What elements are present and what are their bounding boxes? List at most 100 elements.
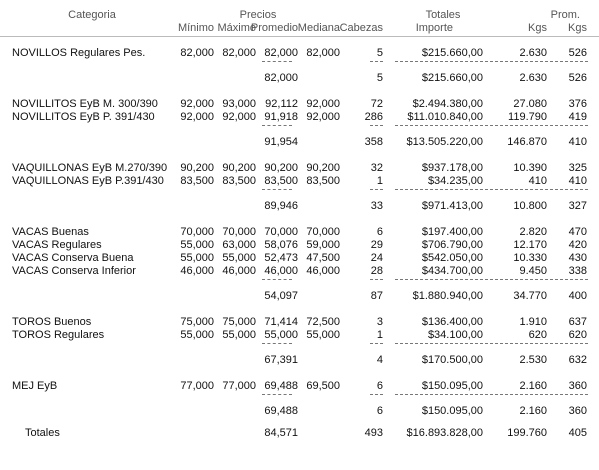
value: 90,200 bbox=[264, 161, 298, 174]
value: $215.660,00 bbox=[421, 46, 483, 59]
value: 82,000 bbox=[222, 46, 256, 59]
value: $150.095,00 bbox=[421, 379, 483, 392]
separator bbox=[262, 61, 292, 62]
value: 430 bbox=[568, 251, 587, 264]
subtotal: 91,954 bbox=[264, 135, 298, 148]
value: 6 bbox=[376, 225, 383, 238]
value: 83,500 bbox=[180, 174, 214, 187]
value: 90,200 bbox=[306, 161, 340, 174]
value: $34.235,00 bbox=[427, 174, 483, 187]
subtotal: 82,000 bbox=[264, 71, 298, 84]
header-label: Precios bbox=[239, 8, 277, 21]
subtotal: $971.413,00 bbox=[421, 199, 483, 212]
value: 376 bbox=[568, 97, 587, 110]
header-label: Categoria bbox=[68, 8, 116, 21]
value: 72 bbox=[370, 97, 383, 110]
value: $542.050,00 bbox=[421, 251, 483, 264]
value: 82,000 bbox=[180, 46, 214, 59]
subtotal: $13.505.220,00 bbox=[406, 135, 483, 148]
value: 526 bbox=[568, 46, 587, 59]
value: 29 bbox=[370, 238, 383, 251]
subtotal: 5 bbox=[376, 71, 383, 84]
total: 405 bbox=[568, 426, 587, 439]
subtotal: $215.660,00 bbox=[421, 71, 483, 84]
category: VAQUILLONAS EyB M.270/390 bbox=[12, 161, 168, 174]
column-header: Mínimo bbox=[177, 21, 214, 34]
value: 92,000 bbox=[180, 110, 214, 123]
value: 32 bbox=[370, 161, 383, 174]
column-header: Kgs bbox=[528, 21, 547, 34]
value: $2.494.380,00 bbox=[412, 97, 483, 110]
category: VACAS Buenas bbox=[12, 225, 89, 238]
header-rule bbox=[0, 36, 599, 37]
separator bbox=[262, 125, 292, 126]
column-header: Máximo bbox=[217, 21, 256, 34]
value: $136.400,00 bbox=[421, 315, 483, 328]
value: $434.700,00 bbox=[421, 264, 483, 277]
value: 82,000 bbox=[306, 46, 340, 59]
value: 410 bbox=[528, 174, 547, 187]
value: 10.390 bbox=[513, 161, 547, 174]
value: 83,500 bbox=[222, 174, 256, 187]
value: 46,000 bbox=[180, 264, 214, 277]
value: 75,000 bbox=[180, 315, 214, 328]
subtotal: $170.500,00 bbox=[421, 353, 483, 366]
subtotal: $1.880.940,00 bbox=[412, 289, 483, 302]
value: 93,000 bbox=[222, 97, 256, 110]
value: 71,414 bbox=[264, 315, 298, 328]
value: 1.910 bbox=[519, 315, 547, 328]
value: 24 bbox=[370, 251, 383, 264]
value: 92,112 bbox=[265, 97, 298, 110]
total: 199.760 bbox=[507, 426, 547, 439]
value: 28 bbox=[370, 264, 383, 277]
value: 46,000 bbox=[306, 264, 340, 277]
value: 92,000 bbox=[180, 97, 214, 110]
value: 420 bbox=[568, 238, 587, 251]
separator bbox=[370, 189, 383, 190]
separator bbox=[370, 61, 383, 62]
subtotal: 2.160 bbox=[519, 404, 547, 417]
separator bbox=[370, 279, 383, 280]
value: 70,000 bbox=[222, 225, 256, 238]
subtotal: 632 bbox=[568, 353, 587, 366]
total: $16.893.828,00 bbox=[406, 426, 483, 439]
column-header: Kgs bbox=[568, 21, 587, 34]
value: 77,000 bbox=[180, 379, 214, 392]
subtotal: 4 bbox=[376, 353, 383, 366]
subtotal: 400 bbox=[568, 289, 587, 302]
separator bbox=[370, 394, 383, 395]
subtotal: 2.630 bbox=[519, 71, 547, 84]
value: 9.450 bbox=[519, 264, 547, 277]
separator bbox=[395, 394, 588, 395]
value: 70,000 bbox=[264, 225, 298, 238]
subtotal: 89,946 bbox=[264, 199, 298, 212]
value: 6 bbox=[376, 379, 383, 392]
value: 2.630 bbox=[519, 46, 547, 59]
value: 72,500 bbox=[306, 315, 340, 328]
value: 360 bbox=[568, 379, 587, 392]
value: 92,000 bbox=[306, 110, 340, 123]
separator bbox=[262, 189, 292, 190]
subtotal: 410 bbox=[568, 135, 587, 148]
value: 5 bbox=[376, 46, 383, 59]
value: 55,000 bbox=[180, 328, 214, 341]
separator bbox=[395, 343, 588, 344]
value: 46,000 bbox=[222, 264, 256, 277]
value: 70,000 bbox=[306, 225, 340, 238]
value: $706.790,00 bbox=[421, 238, 483, 251]
subtotal: 6 bbox=[376, 404, 383, 417]
subtotal: 526 bbox=[568, 71, 587, 84]
column-header: Mediana bbox=[297, 21, 340, 34]
value: 55,000 bbox=[222, 251, 256, 264]
subtotal: 146.870 bbox=[507, 135, 547, 148]
subtotal: 33 bbox=[370, 199, 383, 212]
category: VACAS Conserva Buena bbox=[12, 251, 134, 264]
separator bbox=[395, 279, 588, 280]
value: $11.010.840,00 bbox=[407, 110, 483, 123]
total: 84,571 bbox=[264, 426, 298, 439]
separator bbox=[370, 343, 383, 344]
category: TOROS Buenos bbox=[12, 315, 92, 328]
value: 10.330 bbox=[513, 251, 547, 264]
value: $34.100,00 bbox=[427, 328, 483, 341]
subtotal: 2.530 bbox=[519, 353, 547, 366]
